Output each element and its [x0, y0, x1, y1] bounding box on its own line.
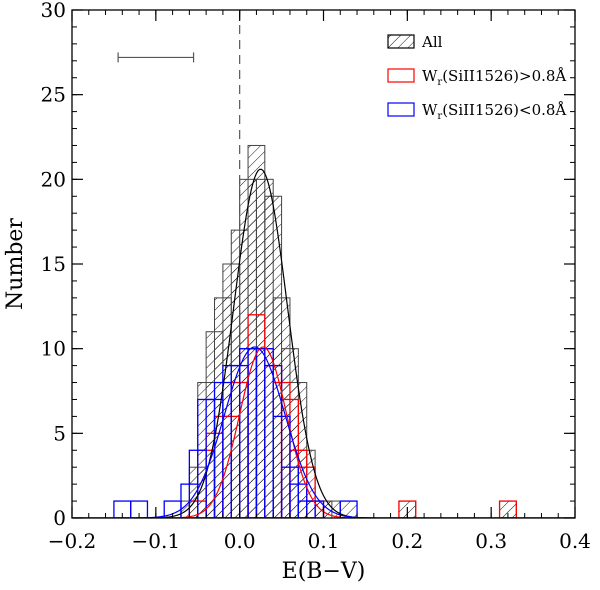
legend: All Wr(SiII1526)>0.8Å Wr(SiII1526)<0.8Å	[387, 33, 566, 122]
x-tick-label: −0.1	[132, 529, 181, 553]
y-tick-label: 5	[53, 421, 66, 445]
y-tick-label: 10	[41, 337, 66, 361]
x-axis-label: E(B−V)	[282, 559, 366, 584]
legend-label-1: Wr(SiII1526)>0.8Å	[422, 67, 566, 88]
histogram-bar-2-19	[339, 500, 358, 518]
x-tick-label: 0.4	[559, 529, 591, 553]
x-tick-label: 0.3	[475, 529, 507, 553]
x-tick-label: 0.0	[224, 529, 256, 553]
y-tick-label: 0	[53, 506, 66, 530]
histogram-bar-2-13	[264, 364, 283, 518]
y-tick-label: 30	[41, 0, 66, 22]
y-tick-label: 20	[41, 167, 66, 191]
error-bar-layer	[117, 52, 195, 63]
y-axis-label: Number	[3, 218, 28, 310]
legend-swatch-1	[387, 68, 415, 83]
legend-swatch-2	[387, 102, 415, 117]
histogram-bar-2-15	[280, 466, 300, 518]
histogram-bar-1-16	[398, 500, 417, 518]
x-tick-label: 0.2	[391, 529, 423, 553]
legend-label-0: All	[421, 33, 443, 51]
x-tick-label: −0.2	[48, 529, 97, 553]
histogram-bar-1-17	[498, 500, 517, 518]
x-tick-label: 0.1	[308, 529, 340, 553]
axes-layer: −0.2 −0.1 0.0 0.1 0.2 0.3 0.4 0 5 10 15 20 25 30 E(B−V…	[3, 0, 591, 584]
legend-label-2: Wr(SiII1526)<0.8Å	[422, 101, 566, 122]
legend-swatch-0	[387, 34, 415, 49]
y-tick-label: 15	[41, 252, 66, 276]
y-tick-label: 25	[41, 83, 66, 107]
histogram-bar-2-1	[130, 500, 149, 518]
